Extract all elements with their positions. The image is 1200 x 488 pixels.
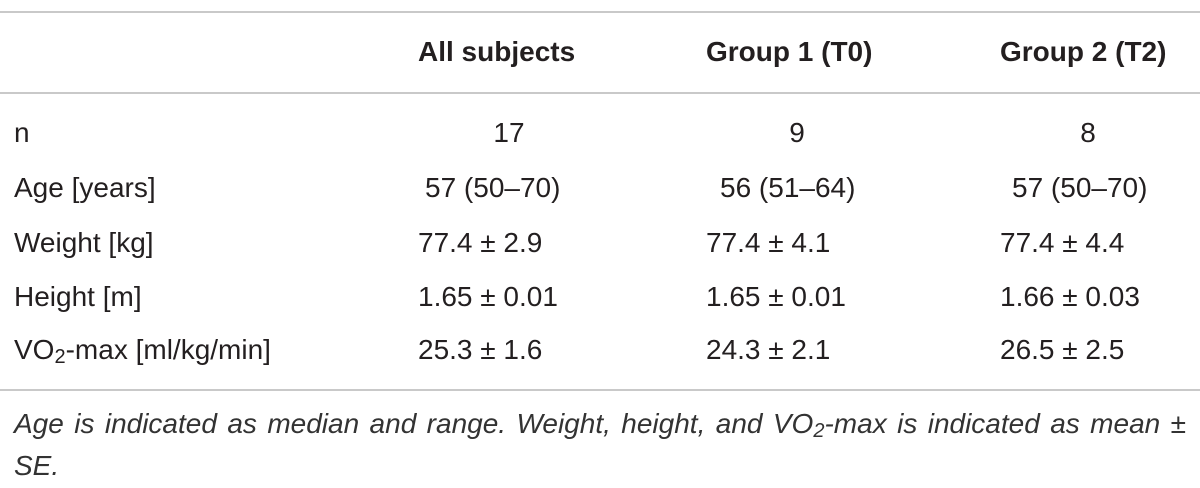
cell: 1.65 ± 0.01 [418,281,558,312]
row-label: Age [years] [14,172,156,203]
footnote: Age is indicated as median and range. We… [14,403,1186,487]
cell: 57 (50–70) [1012,172,1148,203]
cell: 77.4 ± 4.1 [706,227,831,258]
cell: 1.65 ± 0.01 [706,281,846,312]
row-label: Height [m] [14,281,142,312]
row-label: Weight [kg] [14,227,154,258]
label-text: VO [14,334,55,365]
cell: 17 [493,117,525,148]
bottom-rule [0,389,1200,391]
column-header: Group 2 (T2) [1000,36,1167,67]
header-rule [0,92,1200,94]
cell: 56 (51–64) [720,172,856,203]
row-label: n [14,117,30,148]
footnote-text: Age is indicated as median and range. We… [14,408,814,439]
subscript: 2 [813,420,825,442]
label-text: -max [ml/kg/min] [65,334,271,365]
cell: 77.4 ± 4.4 [1000,227,1125,258]
cell: 26.5 ± 2.5 [1000,334,1125,365]
cell: 57 (50–70) [425,172,561,203]
cell: 9 [789,117,805,148]
cell: 77.4 ± 2.9 [418,227,543,258]
row-label: VO2-max [ml/kg/min] [14,333,271,367]
cell: 8 [1080,117,1096,148]
top-rule [0,11,1200,13]
cell: 24.3 ± 2.1 [706,334,831,365]
footnote-text: -max is indicated as mean ± SE. [14,408,1186,481]
column-header: All subjects [418,36,576,67]
column-header: Group 1 (T0) [706,36,873,67]
cell: 25.3 ± 1.6 [418,334,543,365]
cell: 1.66 ± 0.03 [1000,281,1140,312]
subscript: 2 [54,346,66,368]
